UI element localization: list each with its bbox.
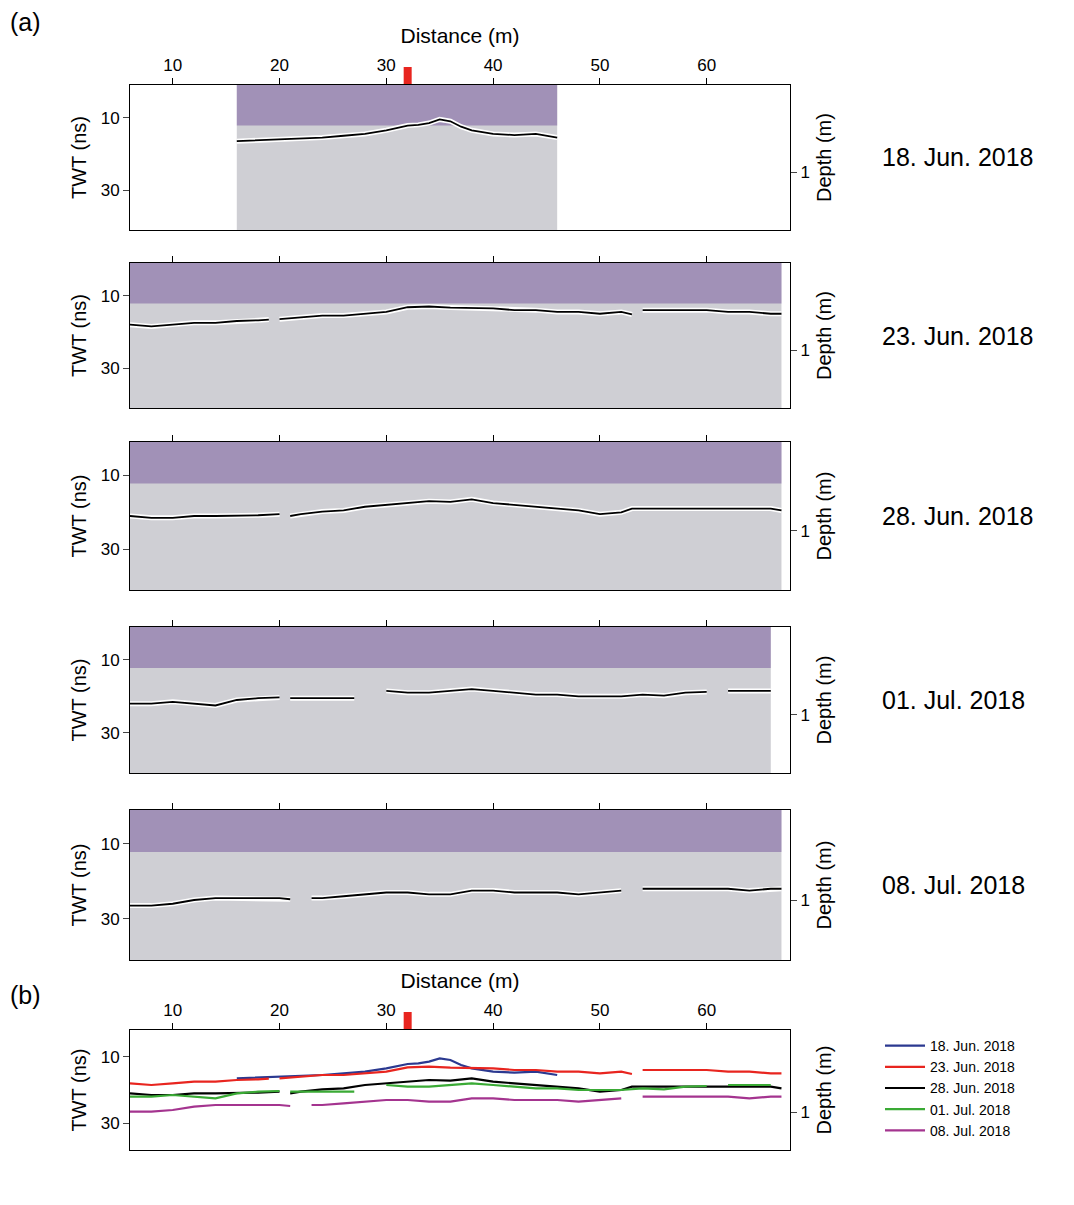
svg-text:Depth (m): Depth (m) xyxy=(813,841,835,930)
svg-text:10: 10 xyxy=(101,287,120,306)
svg-text:30: 30 xyxy=(101,359,120,378)
svg-text:30: 30 xyxy=(101,724,120,743)
svg-text:30: 30 xyxy=(101,181,120,200)
svg-text:60: 60 xyxy=(697,56,716,75)
svg-text:10: 10 xyxy=(101,109,120,128)
svg-text:01. Jul. 2018: 01. Jul. 2018 xyxy=(882,686,1025,714)
svg-text:10: 10 xyxy=(101,835,120,854)
svg-text:TWT (ns): TWT (ns) xyxy=(68,1049,90,1132)
svg-text:10: 10 xyxy=(163,1001,182,1020)
svg-text:Depth (m): Depth (m) xyxy=(813,472,835,561)
svg-text:60: 60 xyxy=(697,1001,716,1020)
svg-text:(a): (a) xyxy=(10,8,41,36)
svg-text:10: 10 xyxy=(101,466,120,485)
svg-text:50: 50 xyxy=(590,56,609,75)
svg-text:50: 50 xyxy=(590,1001,609,1020)
svg-text:01. Jul. 2018: 01. Jul. 2018 xyxy=(930,1102,1010,1118)
svg-text:Depth (m): Depth (m) xyxy=(813,1046,835,1135)
svg-text:28. Jun. 2018: 28. Jun. 2018 xyxy=(882,502,1034,530)
svg-text:Distance (m): Distance (m) xyxy=(400,969,519,992)
svg-text:Depth (m): Depth (m) xyxy=(813,113,835,202)
svg-text:40: 40 xyxy=(484,56,503,75)
svg-text:18. Jun. 2018: 18. Jun. 2018 xyxy=(882,143,1034,171)
svg-text:08. Jul. 2018: 08. Jul. 2018 xyxy=(882,871,1025,899)
svg-text:23. Jun. 2018: 23. Jun. 2018 xyxy=(882,322,1034,350)
svg-text:1: 1 xyxy=(800,706,809,725)
svg-text:(b): (b) xyxy=(10,981,41,1009)
svg-text:TWT (ns): TWT (ns) xyxy=(68,659,90,742)
svg-text:10: 10 xyxy=(101,1048,120,1067)
svg-text:TWT (ns): TWT (ns) xyxy=(68,116,90,199)
svg-text:1: 1 xyxy=(800,341,809,360)
svg-text:23. Jun. 2018: 23. Jun. 2018 xyxy=(930,1059,1015,1075)
svg-text:30: 30 xyxy=(101,1114,120,1133)
svg-text:20: 20 xyxy=(270,1001,289,1020)
svg-text:30: 30 xyxy=(377,1001,396,1020)
svg-text:1: 1 xyxy=(800,522,809,541)
svg-text:08. Jul. 2018: 08. Jul. 2018 xyxy=(930,1123,1010,1139)
svg-text:10: 10 xyxy=(101,651,120,670)
svg-text:1: 1 xyxy=(800,891,809,910)
svg-text:10: 10 xyxy=(163,56,182,75)
svg-text:18. Jun. 2018: 18. Jun. 2018 xyxy=(930,1038,1015,1054)
svg-text:Distance (m): Distance (m) xyxy=(400,24,519,47)
svg-text:TWT (ns): TWT (ns) xyxy=(68,294,90,377)
svg-text:20: 20 xyxy=(270,56,289,75)
svg-text:28. Jun. 2018: 28. Jun. 2018 xyxy=(930,1080,1015,1096)
svg-text:1: 1 xyxy=(800,1103,809,1122)
svg-text:Depth (m): Depth (m) xyxy=(813,656,835,745)
svg-text:30: 30 xyxy=(101,540,120,559)
svg-text:30: 30 xyxy=(101,910,120,929)
svg-text:1: 1 xyxy=(800,163,809,182)
svg-text:30: 30 xyxy=(377,56,396,75)
svg-text:TWT (ns): TWT (ns) xyxy=(68,844,90,927)
svg-text:TWT (ns): TWT (ns) xyxy=(68,475,90,558)
svg-text:Depth (m): Depth (m) xyxy=(813,291,835,380)
svg-text:40: 40 xyxy=(484,1001,503,1020)
